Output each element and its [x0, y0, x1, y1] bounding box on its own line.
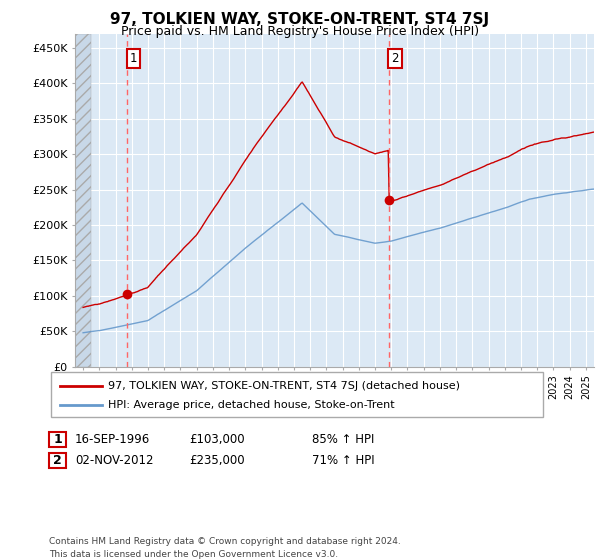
Text: 71% ↑ HPI: 71% ↑ HPI — [312, 454, 374, 467]
Text: Contains HM Land Registry data © Crown copyright and database right 2024.
This d: Contains HM Land Registry data © Crown c… — [49, 538, 401, 559]
Text: 02-NOV-2012: 02-NOV-2012 — [75, 454, 154, 467]
Text: 1: 1 — [130, 52, 137, 65]
Text: £103,000: £103,000 — [189, 433, 245, 446]
Text: 16-SEP-1996: 16-SEP-1996 — [75, 433, 150, 446]
Text: 2: 2 — [53, 454, 62, 467]
Bar — [75, 34, 91, 367]
Text: 97, TOLKIEN WAY, STOKE-ON-TRENT, ST4 7SJ: 97, TOLKIEN WAY, STOKE-ON-TRENT, ST4 7SJ — [110, 12, 490, 27]
Text: 2: 2 — [391, 52, 398, 65]
Text: HPI: Average price, detached house, Stoke-on-Trent: HPI: Average price, detached house, Stok… — [108, 400, 395, 410]
Text: £235,000: £235,000 — [189, 454, 245, 467]
Text: Price paid vs. HM Land Registry's House Price Index (HPI): Price paid vs. HM Land Registry's House … — [121, 25, 479, 38]
Text: 85% ↑ HPI: 85% ↑ HPI — [312, 433, 374, 446]
Text: 97, TOLKIEN WAY, STOKE-ON-TRENT, ST4 7SJ (detached house): 97, TOLKIEN WAY, STOKE-ON-TRENT, ST4 7SJ… — [108, 381, 460, 391]
Text: 1: 1 — [53, 433, 62, 446]
